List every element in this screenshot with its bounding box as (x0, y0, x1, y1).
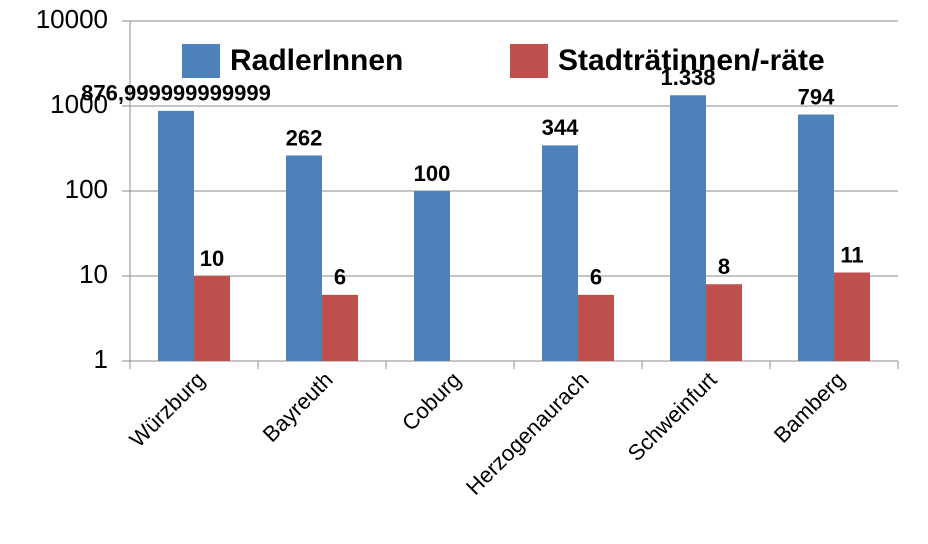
bar (194, 276, 230, 361)
bar (414, 191, 450, 361)
bar (158, 110, 194, 361)
legend-swatch (182, 44, 220, 78)
value-label: 1.338 (660, 65, 715, 90)
bar (834, 272, 870, 361)
bar (578, 294, 614, 361)
value-label: 11 (840, 242, 863, 267)
bar (706, 284, 742, 361)
value-label: 10 (200, 246, 224, 271)
value-label: 6 (334, 265, 346, 290)
value-label: 6 (590, 265, 602, 290)
bar (322, 294, 358, 361)
y-tick-label: 100 (65, 174, 108, 204)
x-tick-label: Herzogenaurach (461, 367, 594, 500)
legend-label: Stadträtinnen/-räte (558, 44, 825, 77)
y-tick-label: 10 (79, 259, 108, 289)
bar (798, 114, 834, 361)
value-label: 262 (286, 125, 323, 150)
legend-swatch (510, 44, 548, 78)
y-tick-label: 1000 (50, 89, 108, 119)
value-label: 344 (542, 115, 579, 140)
y-tick-label: 1 (94, 344, 108, 374)
bar (542, 145, 578, 361)
legend-label: RadlerInnen (230, 44, 403, 77)
bar (286, 155, 322, 361)
x-tick-label: Bayreuth (258, 367, 338, 447)
bar (670, 95, 706, 362)
y-tick-label: 10000 (36, 4, 108, 34)
x-tick-label: Coburg (397, 367, 466, 436)
value-label: 8 (718, 254, 730, 279)
x-tick-label: Würzburg (125, 367, 210, 452)
value-label: 100 (414, 161, 451, 186)
value-label: 876,999999999999 (81, 81, 271, 106)
value-label: 794 (798, 84, 835, 109)
x-tick-label: Schweinfurt (623, 367, 722, 466)
x-tick-label: Bamberg (769, 367, 850, 448)
